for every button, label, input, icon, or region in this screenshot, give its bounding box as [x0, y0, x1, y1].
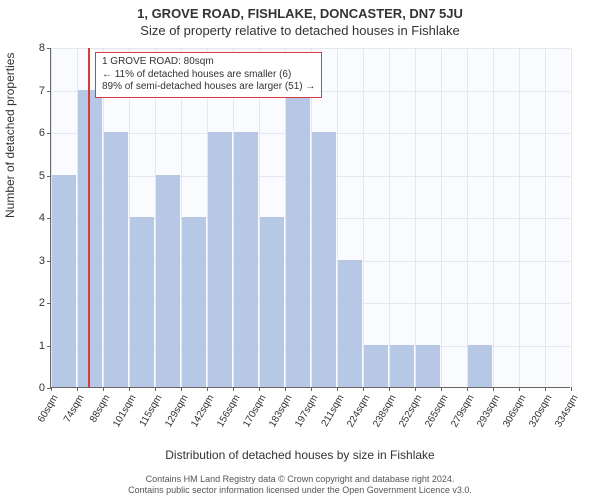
bar: [156, 175, 181, 388]
ytick-label: 1: [39, 340, 45, 352]
vgrid: [545, 48, 546, 387]
xtick-mark: [233, 387, 234, 391]
ytick-label: 8: [39, 42, 45, 54]
xtick-mark: [155, 387, 156, 391]
xtick-label: 224sqm: [345, 393, 372, 429]
marker-line: [88, 48, 90, 387]
xtick-mark: [51, 387, 52, 391]
xtick-mark: [207, 387, 208, 391]
xtick-label: 129sqm: [163, 393, 190, 429]
chart-container: 1, GROVE ROAD, FISHLAKE, DONCASTER, DN7 …: [0, 0, 600, 500]
xtick-mark: [129, 387, 130, 391]
ytick-label: 4: [39, 212, 45, 224]
bar: [416, 345, 441, 388]
vgrid: [519, 48, 520, 387]
vgrid: [363, 48, 364, 387]
xtick-mark: [571, 387, 572, 391]
bar: [52, 175, 77, 388]
xtick-mark: [441, 387, 442, 391]
bar: [364, 345, 389, 388]
xtick-mark: [285, 387, 286, 391]
plot-area: 01234567860sqm74sqm88sqm101sqm115sqm129s…: [50, 48, 570, 388]
bar: [130, 217, 155, 387]
xtick-label: 170sqm: [241, 393, 268, 429]
vgrid: [571, 48, 572, 387]
ytick-label: 2: [39, 297, 45, 309]
xtick-mark: [415, 387, 416, 391]
bar: [78, 90, 103, 388]
footer: Contains HM Land Registry data © Crown c…: [0, 474, 600, 496]
info-box-line: 89% of semi-detached houses are larger (…: [102, 81, 315, 94]
xtick-label: 74sqm: [62, 393, 87, 424]
xtick-mark: [259, 387, 260, 391]
xtick-label: 183sqm: [267, 393, 294, 429]
bar: [104, 132, 129, 387]
bar: [338, 260, 363, 388]
xtick-label: 320sqm: [527, 393, 554, 429]
xtick-label: 115sqm: [138, 393, 165, 429]
xtick-mark: [467, 387, 468, 391]
xtick-label: 306sqm: [501, 393, 528, 429]
vgrid: [441, 48, 442, 387]
vgrid: [415, 48, 416, 387]
ytick-label: 3: [39, 255, 45, 267]
info-box: 1 GROVE ROAD: 80sqm← 11% of detached hou…: [95, 52, 322, 98]
xtick-label: 293sqm: [475, 393, 502, 429]
xtick-mark: [389, 387, 390, 391]
xtick-mark: [181, 387, 182, 391]
xtick-label: 334sqm: [553, 393, 580, 429]
xtick-label: 142sqm: [189, 393, 216, 429]
ytick-label: 5: [39, 170, 45, 182]
bar: [260, 217, 285, 387]
xtick-mark: [545, 387, 546, 391]
vgrid: [493, 48, 494, 387]
footer-line2: Contains public sector information licen…: [0, 485, 600, 496]
xtick-mark: [77, 387, 78, 391]
xtick-label: 88sqm: [88, 393, 113, 424]
xtick-label: 238sqm: [371, 393, 398, 429]
info-box-line: ← 11% of detached houses are smaller (6): [102, 69, 315, 82]
xtick-mark: [519, 387, 520, 391]
footer-line1: Contains HM Land Registry data © Crown c…: [0, 474, 600, 485]
bar: [286, 90, 311, 388]
xtick-mark: [493, 387, 494, 391]
ytick-label: 0: [39, 382, 45, 394]
xtick-label: 60sqm: [36, 393, 61, 424]
xtick-mark: [363, 387, 364, 391]
xtick-label: 252sqm: [397, 393, 424, 429]
xtick-mark: [103, 387, 104, 391]
xtick-label: 211sqm: [320, 393, 347, 429]
bar: [182, 217, 207, 387]
bar: [208, 132, 233, 387]
title-sub: Size of property relative to detached ho…: [0, 23, 600, 38]
xtick-label: 265sqm: [423, 393, 450, 429]
x-axis-title: Distribution of detached houses by size …: [0, 448, 600, 462]
vgrid: [389, 48, 390, 387]
bar: [468, 345, 493, 388]
bar: [234, 132, 259, 387]
xtick-label: 197sqm: [293, 393, 320, 429]
bar: [312, 132, 337, 387]
vgrid: [467, 48, 468, 387]
info-box-line: 1 GROVE ROAD: 80sqm: [102, 56, 315, 69]
xtick-label: 156sqm: [215, 393, 242, 429]
y-axis-title: Number of detached properties: [3, 53, 17, 218]
plot-wrap: 01234567860sqm74sqm88sqm101sqm115sqm129s…: [50, 48, 570, 388]
bar: [390, 345, 415, 388]
xtick-mark: [337, 387, 338, 391]
xtick-label: 101sqm: [111, 393, 138, 429]
ytick-label: 6: [39, 127, 45, 139]
xtick-label: 279sqm: [449, 393, 476, 429]
title-main: 1, GROVE ROAD, FISHLAKE, DONCASTER, DN7 …: [0, 6, 600, 21]
title-block: 1, GROVE ROAD, FISHLAKE, DONCASTER, DN7 …: [0, 0, 600, 38]
ytick-label: 7: [39, 85, 45, 97]
xtick-mark: [311, 387, 312, 391]
